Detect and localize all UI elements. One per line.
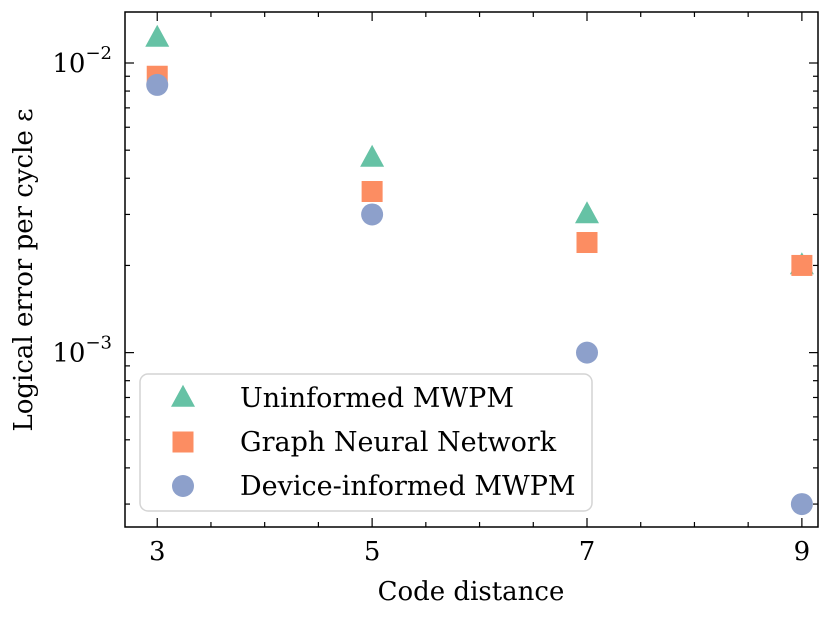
legend-marker-device-informed-mwpm xyxy=(172,475,194,497)
uninformed-mwpm-point xyxy=(360,144,385,167)
x-axis-title: Code distance xyxy=(378,577,565,607)
legend-marker-graph-neural-network xyxy=(172,431,194,453)
x-tick-label: 9 xyxy=(794,537,811,567)
uninformed-mwpm-point xyxy=(575,201,599,224)
uninformed-mwpm-point xyxy=(145,24,170,47)
x-tick-label: 3 xyxy=(149,537,166,567)
x-tick-label: 7 xyxy=(579,537,596,567)
device-informed-mwpm-point xyxy=(146,73,169,96)
device-informed-mwpm-point xyxy=(790,493,813,516)
device-informed-mwpm-point xyxy=(361,203,384,226)
y-tick-label: 10−3 xyxy=(52,333,112,369)
graph-neural-network-point xyxy=(361,181,383,203)
y-axis-title: Logical error per cycle ε xyxy=(9,108,39,431)
x-tick-label: 5 xyxy=(364,537,381,567)
device-informed-mwpm-point xyxy=(576,341,598,364)
legend-label-graph-neural-network: Graph Neural Network xyxy=(240,427,557,458)
graph-neural-network-point xyxy=(576,232,598,254)
plot-frame xyxy=(124,11,819,528)
ticks-layer: 3 5 7 9 10−3 10−2 xyxy=(52,12,818,567)
legend-label-uninformed-mwpm: Uninformed MWPM xyxy=(240,383,514,414)
graph-neural-network-point xyxy=(791,254,813,276)
legend-marker-uninformed-mwpm xyxy=(171,384,195,407)
legend: Uninformed MWPM Graph Neural Network Devic… xyxy=(139,373,593,512)
y-tick-label: 10−2 xyxy=(52,43,112,79)
legend-label-device-informed-mwpm: Device-informed MWPM xyxy=(240,471,576,502)
legend-box xyxy=(139,373,593,512)
legend-entries: Uninformed MWPM Graph Neural Network Devic… xyxy=(171,383,576,502)
marks-layer xyxy=(145,24,814,516)
